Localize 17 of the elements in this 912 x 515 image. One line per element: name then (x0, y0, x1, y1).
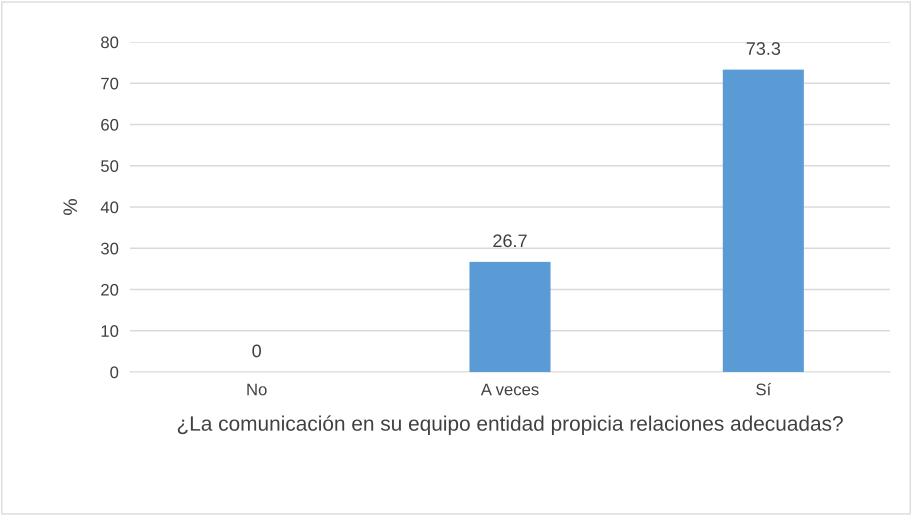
x-tick-label: A veces (480, 384, 539, 396)
y-tick-label: 60 (101, 118, 118, 131)
y-axis-title: % (63, 199, 77, 215)
data-label: 0 (252, 344, 261, 358)
y-tick-label: 0 (110, 366, 118, 378)
y-tick-label: 10 (102, 325, 118, 337)
x-tick-label: Sí (756, 382, 772, 396)
y-tick-label: 70 (101, 78, 118, 90)
x-axis-title: ¿La comunicación en su equipo entidad propicia relaciones adecuadas? (178, 415, 843, 435)
y-tick-label: 80 (101, 36, 118, 48)
data-label: 26.7 (493, 234, 527, 248)
y-tick-label: 40 (100, 201, 118, 214)
y-tick-label: 50 (101, 160, 118, 172)
x-tick-label: No (247, 384, 267, 396)
data-label: 73.3 (746, 42, 780, 55)
y-tick-label: 20 (101, 284, 118, 296)
y-tick-label: 30 (100, 242, 118, 254)
